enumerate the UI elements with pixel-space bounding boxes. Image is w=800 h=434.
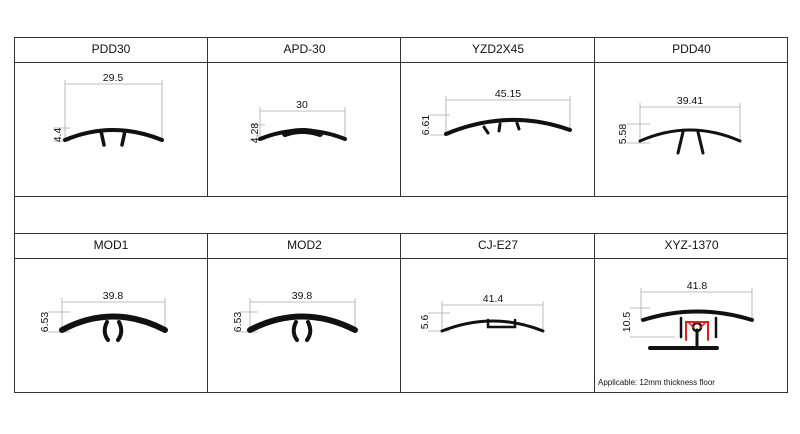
header-apd30: APD-30 <box>283 42 326 56</box>
width-label: 30 <box>296 99 308 111</box>
height-label: 6.53 <box>232 312 244 333</box>
width-label: 39.8 <box>103 290 124 302</box>
divider <box>594 233 595 393</box>
divider <box>207 38 208 196</box>
header-cj-e27: CJ-E27 <box>477 238 518 252</box>
divider <box>15 258 787 259</box>
height-label: 5.58 <box>617 124 629 145</box>
height-label: 6.61 <box>420 115 432 136</box>
divider <box>15 233 787 234</box>
width-label: 39.41 <box>677 95 703 107</box>
width-label: 39.8 <box>292 290 313 302</box>
profile-table <box>14 37 788 393</box>
header-pdd40: PDD40 <box>672 42 711 56</box>
profile-shapes <box>59 118 754 350</box>
header-mod2: MOD2 <box>287 238 322 252</box>
width-label: 41.8 <box>687 280 708 292</box>
width-label: 29.5 <box>103 72 124 84</box>
header-yzd2x45: YZD2X45 <box>471 42 525 56</box>
divider <box>15 196 787 197</box>
dimension-labels: 29.5 4.4 30 4.28 45.15 6.61 39.41 5.58 3… <box>39 72 707 332</box>
header-xyz-1370: XYZ-1370 <box>664 238 719 252</box>
width-label: 45.15 <box>495 88 521 100</box>
header-pdd30: PDD30 <box>91 42 131 56</box>
divider <box>594 38 595 196</box>
height-label: 4.28 <box>249 123 261 144</box>
divider <box>207 233 208 393</box>
height-label: 10.5 <box>621 312 633 333</box>
divider <box>400 233 401 393</box>
header-mod1: MOD1 <box>93 238 129 252</box>
divider <box>400 38 401 196</box>
height-label: 4.4 <box>52 128 64 143</box>
divider <box>15 62 787 63</box>
dimension-lines <box>48 80 753 338</box>
width-label: 41.4 <box>483 293 504 305</box>
height-label: 5.6 <box>419 315 431 330</box>
height-label: 6.53 <box>39 312 51 333</box>
applicability-note: Applicable: 12mm thickness floor <box>598 378 715 387</box>
